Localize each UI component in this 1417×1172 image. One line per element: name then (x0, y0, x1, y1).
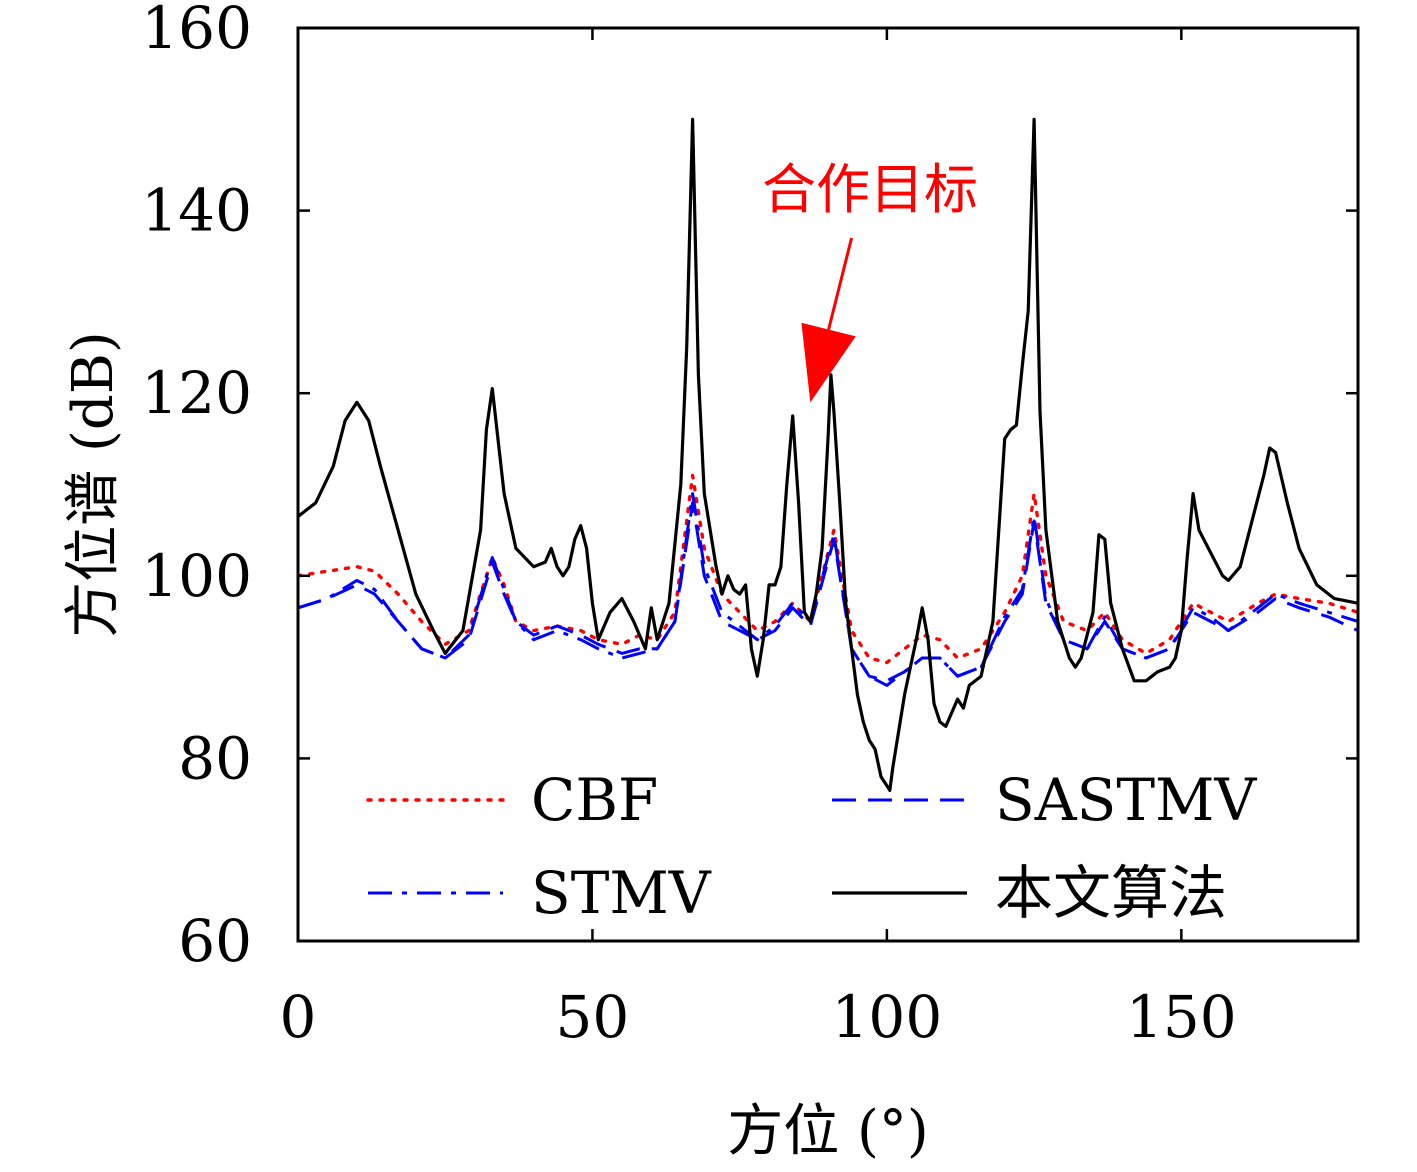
x-tick-label: 50 (556, 983, 630, 1051)
y-tick-label: 120 (141, 359, 252, 427)
axes-box (296, 26, 1360, 943)
y-tick-label: 140 (141, 177, 252, 245)
legend-label: SASTMV (995, 766, 1257, 834)
x-axis-label: 方位 (°) (727, 1099, 929, 1164)
legend-label: CBF (531, 766, 658, 834)
x-tick-label: 100 (832, 983, 943, 1051)
annotation-label: 合作目标 (762, 158, 978, 221)
series-lines (298, 117, 1358, 792)
axes: 0 50 100 150 60 80 100 120 140 160 (141, 0, 1360, 1051)
annotation-arrow-head (801, 322, 856, 403)
x-tick-label: 0 (280, 983, 317, 1051)
series-line-3 (298, 117, 1358, 792)
annotation-arrow-line (827, 237, 854, 330)
annotation: 合作目标 (762, 158, 978, 403)
series-line-0 (298, 473, 1358, 665)
y-axis-label: 方位谱 (dB) (61, 331, 126, 638)
y-tick-label: 160 (141, 0, 252, 62)
x-tick-label: 150 (1126, 983, 1237, 1051)
y-tick-label: 80 (178, 724, 252, 792)
y-tick-label: 100 (141, 542, 252, 610)
legend: CBF SASTMV STMV 本文算法 (366, 766, 1257, 927)
y-tick-label: 60 (178, 907, 252, 975)
legend-label: 本文算法 (995, 859, 1227, 927)
series-line-2 (298, 492, 1358, 687)
legend-label: STMV (531, 859, 712, 927)
